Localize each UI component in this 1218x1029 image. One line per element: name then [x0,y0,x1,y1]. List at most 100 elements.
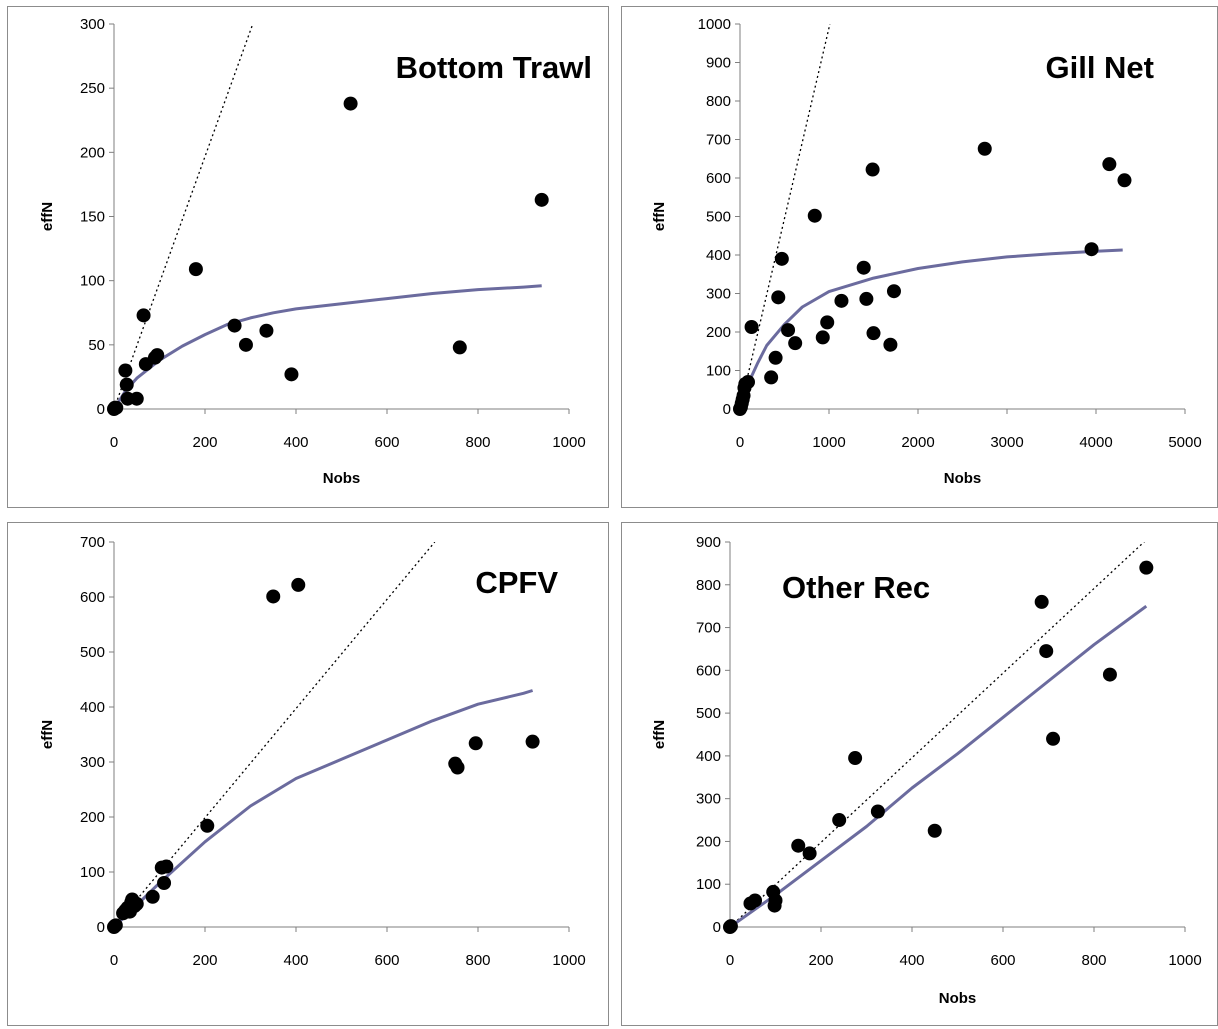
data-point [807,208,822,223]
chart-svg-gill-net: 0 100 200 300 400 500 600 700 800 900 1000 0 1000 200… [651,16,1202,487]
x-axis-label: Nobs [944,470,982,487]
x-tick-label: 2000 [901,434,934,451]
data-point [1117,173,1132,188]
y-tick-label: 100 [706,363,731,380]
y-tick-label: 100 [80,864,105,881]
data-point [150,348,165,363]
data-point [832,813,847,828]
y-tick-label: 100 [696,876,721,893]
x-tick-label: 800 [465,434,490,451]
data-point [259,323,274,338]
x-axis-label: Nobs [939,990,977,1007]
data-point [227,318,242,333]
y-tick-label: 800 [696,577,721,594]
chart-title: Bottom Trawl [396,50,592,85]
y-tick-label: 0 [723,401,731,418]
data-point [791,838,806,853]
y-tick-label: 600 [706,170,731,187]
chart-svg-bottom-trawl: 0 50 100 150 200 250 300 0 200 400 600 800 1000 Nobs e… [39,16,592,487]
data-point [109,400,124,415]
chart-title: Other Rec [782,570,930,605]
data-point [788,336,803,351]
x-tick-label: 400 [283,434,308,451]
y-tick-label: 400 [80,699,105,716]
data-point [118,363,133,378]
chart-svg-cpfv: 0 100 200 300 400 500 600 700 0 200 400 600 800 1000 e… [39,534,586,969]
y-tick-label: 50 [88,337,105,354]
x-tick-label: 600 [990,952,1015,969]
data-point [1139,560,1154,575]
fit-line [729,604,1148,929]
data-point [870,804,885,819]
data-point [119,377,134,392]
chart-panel-other-rec: 0 100 200 300 400 500 600 700 800 900 0 200 400 600 80… [621,522,1218,1026]
data-point [145,889,160,904]
data-point [1084,242,1099,257]
data-point [859,291,874,306]
x-tick-label: 0 [726,952,734,969]
x-tick-label: 1000 [552,434,585,451]
y-axis-label: effN [651,720,668,749]
x-tick-label: 0 [736,434,744,451]
data-point [820,315,835,330]
y-tick-label: 500 [696,705,721,722]
y-tick-label: 300 [80,754,105,771]
chart-svg-other-rec: 0 100 200 300 400 500 600 700 800 900 0 200 400 600 80… [651,534,1202,1007]
data-point [865,162,880,177]
y-tick-label: 300 [696,791,721,808]
data-point [781,323,796,338]
x-axis-label: Nobs [323,470,361,487]
data-point [525,734,540,749]
fit-line [738,248,1123,410]
y-tick-label: 200 [696,833,721,850]
y-tick-label: 700 [80,534,105,551]
data-point [768,893,783,908]
x-tick-label: 200 [808,952,833,969]
x-tick-label: 1000 [812,434,845,451]
data-point [815,330,830,345]
x-tick-label: 200 [192,434,217,451]
data-point [188,262,203,277]
x-tick-label: 600 [374,434,399,451]
data-point [452,340,467,355]
x-tick-label: 3000 [990,434,1023,451]
x-tick-label: 400 [283,952,308,969]
data-point [802,846,817,861]
x-tick-label: 600 [374,952,399,969]
data-point [266,589,281,604]
data-point [157,876,172,890]
y-tick-label: 800 [706,93,731,110]
y-tick-label: 100 [80,273,105,290]
data-point [108,918,123,933]
y-axis-label: effN [651,202,668,231]
x-tick-label: 200 [192,952,217,969]
y-tick-label: 400 [706,247,731,264]
x-tick-label: 0 [110,952,118,969]
data-point [764,370,779,385]
data-point [468,736,483,751]
data-point [927,823,942,838]
y-tick-label: 900 [696,534,721,551]
data-point [1102,667,1117,682]
y-tick-label: 700 [706,132,731,149]
y-tick-label: 0 [97,401,105,418]
data-point [129,391,144,406]
y-tick-label: 150 [80,209,105,226]
reference-line [114,542,436,927]
y-tick-label: 1000 [698,16,731,33]
y-tick-label: 500 [706,209,731,226]
y-tick-label: 400 [696,748,721,765]
x-tick-label: 1000 [1168,952,1201,969]
reference-line [114,24,254,409]
data-point [1046,731,1061,746]
y-tick-label: 300 [80,16,105,33]
data-point [744,319,759,334]
data-point [534,192,549,207]
data-point [883,337,898,352]
fit-line [112,689,534,929]
reference-line [740,24,831,409]
y-tick-label: 200 [80,809,105,826]
data-point [238,337,253,352]
chart-panel-cpfv: 0 100 200 300 400 500 600 700 0 200 400 600 800 1000 e… [7,522,609,1026]
y-tick-label: 200 [706,324,731,341]
